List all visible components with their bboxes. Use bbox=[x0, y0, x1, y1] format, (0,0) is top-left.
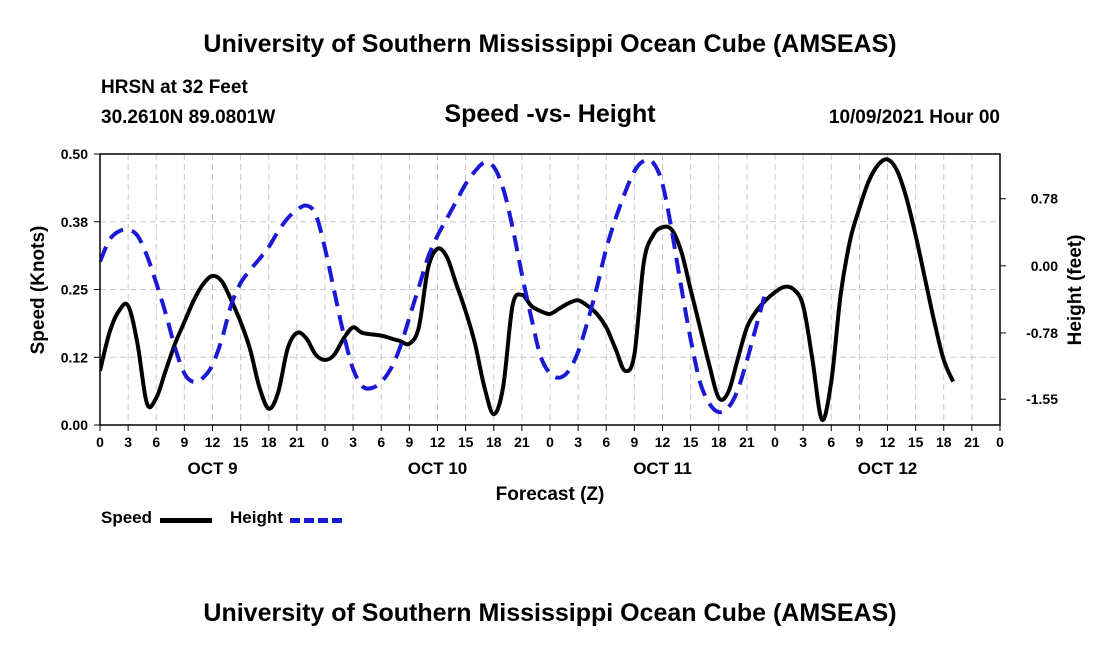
y-tick-label: 0.00 bbox=[61, 417, 88, 433]
x-tick-label: 3 bbox=[349, 434, 357, 450]
y2-tick-label: 0.78 bbox=[1031, 191, 1058, 207]
x-tick-label: 0 bbox=[771, 434, 779, 450]
x-tick-label: 0 bbox=[96, 434, 104, 450]
y-tick-label: 0.50 bbox=[61, 146, 88, 162]
x-tick-label: 21 bbox=[289, 434, 305, 450]
legend-height-swatch bbox=[290, 518, 342, 523]
y-tick-label: 0.25 bbox=[61, 282, 88, 298]
x-tick-label: 15 bbox=[458, 434, 474, 450]
day-label: OCT 10 bbox=[408, 459, 468, 478]
x-tick-label: 0 bbox=[996, 434, 1004, 450]
series-line-speed bbox=[100, 157, 955, 422]
y2-axis-label: Height (feet) bbox=[1065, 235, 1086, 346]
x-tick-label: 6 bbox=[152, 434, 160, 450]
x-tick-label: 18 bbox=[261, 434, 277, 450]
x-tick-label: 21 bbox=[739, 434, 755, 450]
legend-speed-swatch bbox=[160, 518, 212, 523]
station-label: HRSN at 32 Feet bbox=[101, 77, 248, 98]
x-tick-label: 21 bbox=[964, 434, 980, 450]
forecast-datetime: 10/09/2021 Hour 00 bbox=[828, 107, 1000, 128]
x-tick-label: 9 bbox=[405, 434, 413, 450]
y-tick-label: 0.12 bbox=[61, 349, 88, 365]
x-tick-label: 15 bbox=[908, 434, 924, 450]
coordinates-label: 30.2610N 89.0801W bbox=[101, 107, 276, 128]
x-tick-label: 6 bbox=[377, 434, 385, 450]
y-tick-label: 0.38 bbox=[61, 214, 88, 230]
x-tick-label: 18 bbox=[936, 434, 952, 450]
x-tick-label: 0 bbox=[546, 434, 554, 450]
x-tick-label: 0 bbox=[321, 434, 329, 450]
x-tick-label: 12 bbox=[430, 434, 446, 450]
chart-subtitle: Speed -vs- Height bbox=[444, 100, 656, 128]
y-axis-label: Speed (Knots) bbox=[28, 226, 49, 355]
day-label: OCT 9 bbox=[187, 459, 237, 478]
x-tick-label: 12 bbox=[880, 434, 896, 450]
series-line-height bbox=[100, 157, 768, 415]
x-tick-label: 15 bbox=[233, 434, 249, 450]
x-axis-label: Forecast (Z) bbox=[496, 484, 605, 505]
x-tick-label: 12 bbox=[655, 434, 671, 450]
x-tick-label: 3 bbox=[124, 434, 132, 450]
x-tick-label: 12 bbox=[205, 434, 221, 450]
chart-title: University of Southern Mississippi Ocean… bbox=[203, 30, 897, 58]
x-tick-label: 3 bbox=[574, 434, 582, 450]
legend-speed-label: Speed bbox=[101, 508, 153, 527]
x-tick-label: 6 bbox=[602, 434, 610, 450]
day-label: OCT 12 bbox=[858, 459, 918, 478]
x-tick-label: 21 bbox=[514, 434, 530, 450]
legend-height-label: Height bbox=[230, 508, 283, 527]
y2-tick-label: -1.55 bbox=[1026, 391, 1058, 407]
x-tick-label: 18 bbox=[486, 434, 502, 450]
y2-tick-label: -0.78 bbox=[1026, 325, 1058, 341]
x-tick-label: 9 bbox=[180, 434, 188, 450]
footer-title: University of Southern Mississippi Ocean… bbox=[203, 599, 897, 627]
x-tick-label: 9 bbox=[855, 434, 863, 450]
x-tick-label: 6 bbox=[827, 434, 835, 450]
day-label: OCT 11 bbox=[633, 459, 692, 478]
x-tick-label: 3 bbox=[799, 434, 807, 450]
x-tick-label: 15 bbox=[683, 434, 699, 450]
y2-tick-label: 0.00 bbox=[1031, 258, 1058, 274]
x-tick-label: 9 bbox=[630, 434, 638, 450]
x-tick-label: 18 bbox=[711, 434, 727, 450]
